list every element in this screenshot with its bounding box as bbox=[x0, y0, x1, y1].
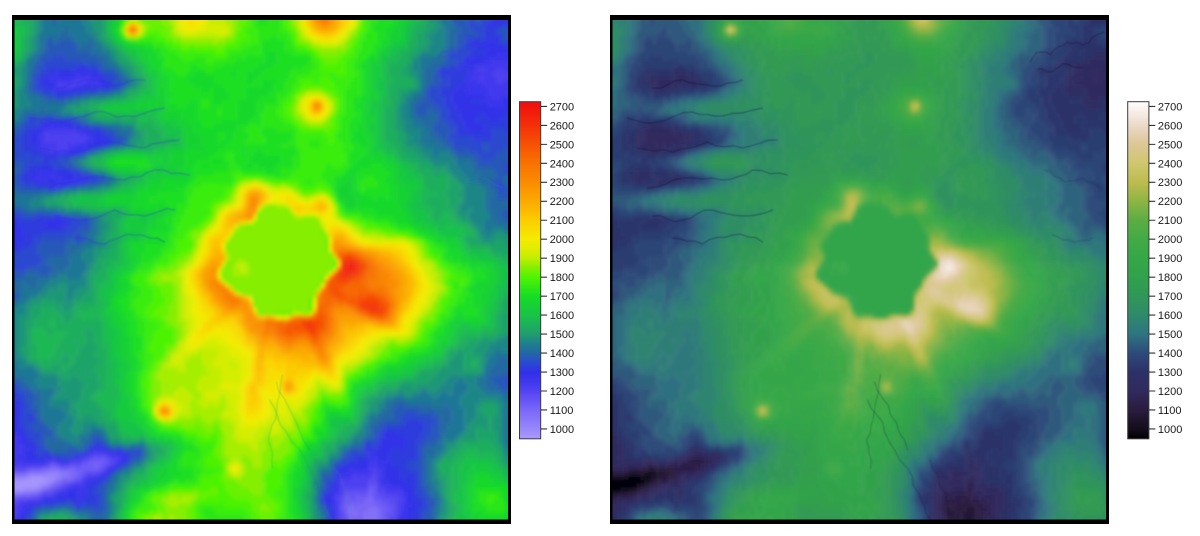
svg-text:1500: 1500 bbox=[550, 329, 574, 341]
svg-text:2100: 2100 bbox=[550, 215, 574, 227]
svg-text:1300: 1300 bbox=[550, 367, 574, 379]
svg-text:2300: 2300 bbox=[1158, 177, 1182, 189]
svg-text:2600: 2600 bbox=[550, 120, 574, 132]
svg-text:2700: 2700 bbox=[550, 101, 574, 113]
svg-text:1200: 1200 bbox=[1158, 386, 1182, 398]
svg-text:1400: 1400 bbox=[550, 348, 574, 360]
svg-text:1700: 1700 bbox=[1158, 291, 1182, 303]
svg-text:2500: 2500 bbox=[1158, 139, 1182, 151]
svg-text:1800: 1800 bbox=[550, 272, 574, 284]
svg-text:2400: 2400 bbox=[1158, 158, 1182, 170]
svg-text:1300: 1300 bbox=[1158, 367, 1182, 379]
svg-text:1900: 1900 bbox=[550, 253, 574, 265]
svg-text:2000: 2000 bbox=[550, 234, 574, 246]
svg-text:1900: 1900 bbox=[1158, 253, 1182, 265]
svg-text:2700: 2700 bbox=[1158, 101, 1182, 113]
svg-text:1600: 1600 bbox=[1158, 310, 1182, 322]
svg-text:2000: 2000 bbox=[1158, 234, 1182, 246]
svg-text:1700: 1700 bbox=[550, 291, 574, 303]
svg-text:2600: 2600 bbox=[1158, 120, 1182, 132]
svg-text:2100: 2100 bbox=[1158, 215, 1182, 227]
svg-text:1000: 1000 bbox=[550, 424, 574, 436]
svg-text:1500: 1500 bbox=[1158, 329, 1182, 341]
svg-text:1200: 1200 bbox=[550, 386, 574, 398]
svg-text:1100: 1100 bbox=[550, 405, 574, 417]
svg-text:1800: 1800 bbox=[1158, 272, 1182, 284]
svg-text:2500: 2500 bbox=[550, 139, 574, 151]
svg-text:2200: 2200 bbox=[1158, 196, 1182, 208]
svg-text:1100: 1100 bbox=[1158, 405, 1182, 417]
svg-text:1000: 1000 bbox=[1158, 424, 1182, 436]
svg-text:2300: 2300 bbox=[550, 177, 574, 189]
svg-text:1400: 1400 bbox=[1158, 348, 1182, 360]
svg-text:2200: 2200 bbox=[550, 196, 574, 208]
svg-text:1600: 1600 bbox=[550, 310, 574, 322]
svg-text:2400: 2400 bbox=[550, 158, 574, 170]
